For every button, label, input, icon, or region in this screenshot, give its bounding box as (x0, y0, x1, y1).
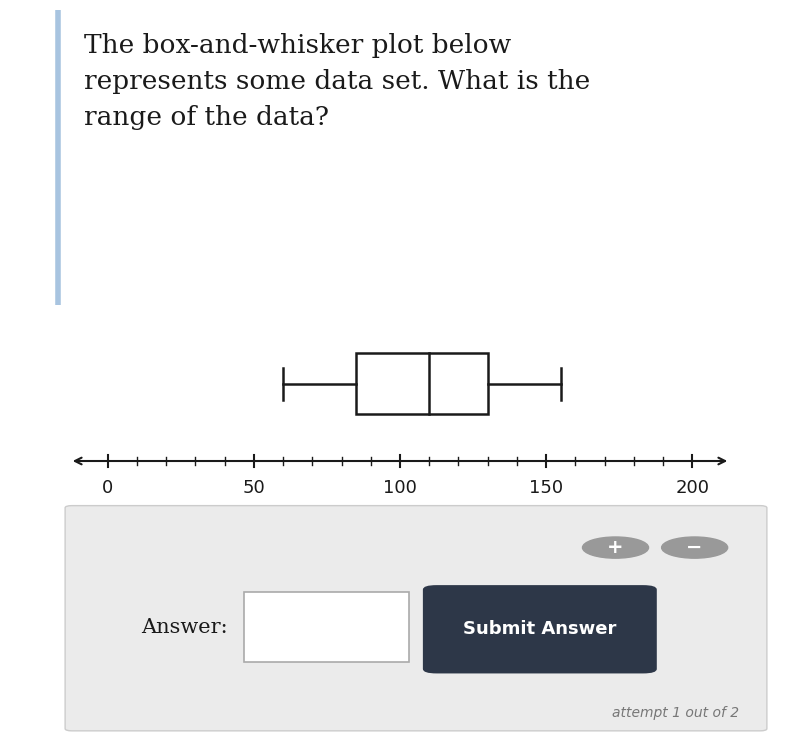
Text: 100: 100 (383, 478, 417, 497)
Text: 150: 150 (529, 478, 563, 497)
Text: attempt 1 out of 2: attempt 1 out of 2 (612, 706, 739, 720)
FancyBboxPatch shape (423, 585, 657, 673)
Text: Submit Answer: Submit Answer (463, 620, 617, 638)
Bar (356, 353, 488, 414)
Text: 0: 0 (102, 478, 114, 497)
Text: −: − (686, 538, 703, 557)
FancyBboxPatch shape (65, 506, 767, 731)
Text: Answer:: Answer: (141, 618, 227, 637)
Circle shape (662, 537, 728, 558)
Text: The box-and-whisker plot below
represents some data set. What is the
range of th: The box-and-whisker plot below represent… (84, 33, 590, 130)
Text: +: + (607, 538, 624, 557)
Bar (244, 592, 409, 662)
Text: 50: 50 (242, 478, 266, 497)
Text: 200: 200 (675, 478, 709, 497)
Circle shape (582, 537, 649, 558)
